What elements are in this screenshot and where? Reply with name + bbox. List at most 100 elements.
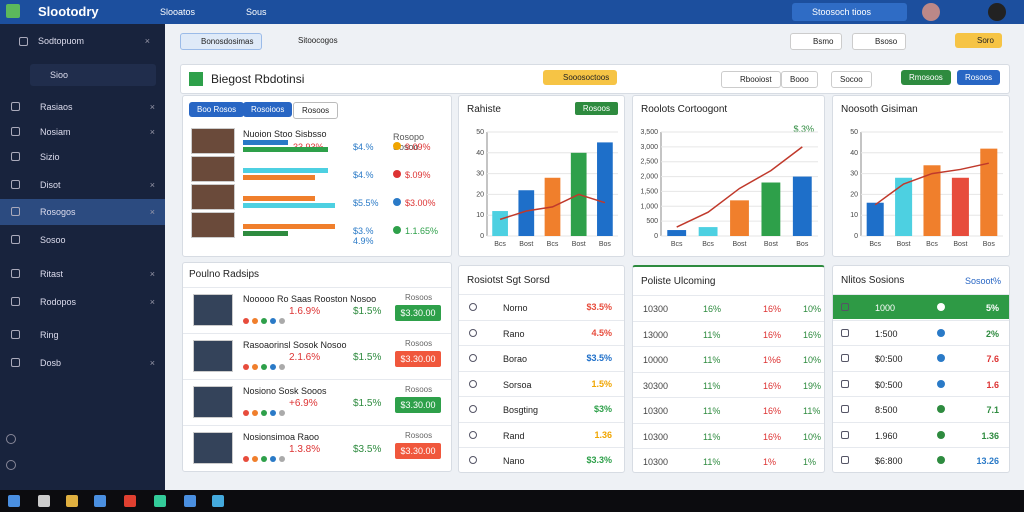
tab[interactable]: Boo Rosos xyxy=(189,102,245,117)
sidebar-item[interactable]: Disot × xyxy=(0,172,165,198)
value-button[interactable]: $3.30.00 xyxy=(395,443,441,459)
table-row: 10000 11% 1%6 10% xyxy=(633,346,824,371)
profiles-panel: Boo Rosos Rosoioos Rosoos Rosopo Sosoo 4… xyxy=(182,95,452,257)
button[interactable]: Rmosoos xyxy=(901,70,951,85)
close-icon: × xyxy=(149,180,155,190)
sidebar-item[interactable]: Rosogos × xyxy=(0,199,165,225)
avatar xyxy=(191,184,235,210)
x-tick-label: Bcs xyxy=(702,241,714,248)
value-button[interactable]: $3.30.00 xyxy=(395,397,441,413)
y-tick-label: 30 xyxy=(476,171,484,178)
person-name: Rasoaorinsl Sosok Nosoo xyxy=(243,340,347,350)
table-row: Borao $3.5% xyxy=(459,345,624,370)
cell: $3.5% xyxy=(586,302,612,312)
avatar[interactable] xyxy=(988,3,1006,21)
column-header: Rosoos xyxy=(405,293,433,302)
menu-item[interactable]: Slooatos xyxy=(160,7,196,17)
taskbar-icon[interactable] xyxy=(38,495,50,507)
tab[interactable]: Rosoos xyxy=(293,102,339,119)
tab[interactable]: Sitoocogos xyxy=(298,36,338,45)
button[interactable]: Rosoos xyxy=(574,102,618,115)
menu-item[interactable]: Sous xyxy=(246,7,267,17)
cell: $6:800 xyxy=(875,456,903,466)
row-icon xyxy=(841,328,849,337)
cell: Borao xyxy=(503,354,528,364)
close-icon: × xyxy=(149,207,155,217)
sidebar-item[interactable]: Ritast × xyxy=(0,261,165,287)
bar xyxy=(243,175,315,180)
sidebar-item[interactable]: Nosiam × xyxy=(0,119,165,145)
button[interactable]: Sooosoctoos xyxy=(543,70,618,85)
tab[interactable]: Rosoioos xyxy=(243,102,293,117)
trend-line xyxy=(874,162,989,206)
x-tick-label: Bos xyxy=(796,241,809,248)
button[interactable]: Bsoso xyxy=(852,33,907,50)
taskbar-icon[interactable] xyxy=(124,495,136,507)
bar xyxy=(698,227,718,236)
bar xyxy=(597,142,613,236)
cell: 10000 xyxy=(643,355,669,365)
sidebar-item[interactable]: Sizio xyxy=(0,144,165,170)
avatar[interactable] xyxy=(922,3,940,21)
dot xyxy=(252,456,258,462)
cell: 30300 xyxy=(643,380,669,391)
sidebar-title[interactable]: Sodtopuom × xyxy=(10,30,160,52)
dot xyxy=(252,364,258,370)
cell: 5% xyxy=(985,303,999,313)
sidebar-search[interactable]: Sioo xyxy=(30,64,156,86)
cell: 10300 xyxy=(643,406,669,416)
cell: 10% xyxy=(803,355,822,365)
y-tick-label: 0 xyxy=(480,233,484,240)
bar xyxy=(243,224,335,229)
sidebar-item[interactable]: Dosb × xyxy=(0,350,165,376)
search-box[interactable]: Stoosoch tioos xyxy=(792,3,907,21)
avatar xyxy=(193,386,233,418)
value-button[interactable]: $3.30.00 xyxy=(395,305,441,321)
y-tick-label: 10 xyxy=(850,212,858,219)
cell: 1% xyxy=(763,457,777,467)
filter[interactable]: Booo xyxy=(781,71,818,88)
person-name: Nosionsimoa Raoo xyxy=(243,432,320,442)
button[interactable]: Soro xyxy=(955,33,1002,48)
table-row: 10300 11% 1% 1% xyxy=(633,448,824,473)
cell: Norno xyxy=(503,303,528,313)
taskbar-icon[interactable] xyxy=(184,495,196,507)
button[interactable]: Bsmo xyxy=(790,33,843,50)
filter[interactable]: Socoo xyxy=(831,71,872,88)
table-row: 30300 11% 16% 19% xyxy=(633,371,824,397)
avatar xyxy=(193,294,233,326)
taskbar-icon[interactable] xyxy=(94,495,106,507)
icon xyxy=(11,180,20,189)
sidebar-item[interactable]: Rasiaos × xyxy=(0,94,165,120)
taskbar-icon[interactable] xyxy=(154,495,166,507)
dot xyxy=(261,456,267,462)
icon xyxy=(11,358,20,367)
delta: $1.5% xyxy=(353,352,382,363)
value-button[interactable]: $3.30.00 xyxy=(395,351,441,367)
delta: $4.% xyxy=(353,170,374,180)
row-icon xyxy=(469,405,477,413)
taskbar-icon[interactable] xyxy=(66,495,78,507)
taskbar-icon[interactable] xyxy=(8,495,20,507)
cell: Bosgting xyxy=(503,405,539,415)
cell: 11% xyxy=(703,380,721,391)
dot xyxy=(937,328,945,337)
y-tick-label: 0 xyxy=(654,233,658,240)
y-tick-label: 20 xyxy=(476,191,484,198)
sidebar-item[interactable]: Rodopos × xyxy=(0,289,165,315)
bar xyxy=(761,182,781,236)
taskbar-icon[interactable] xyxy=(212,495,224,507)
table-row: Bosgting $3% xyxy=(459,396,624,421)
sidebar-item[interactable]: Sosoo xyxy=(0,227,165,253)
button[interactable]: Rosoos xyxy=(957,70,1001,85)
cell: 1.5% xyxy=(591,378,612,389)
tab[interactable]: Bonosdosimas xyxy=(180,33,263,50)
y-tick-label: 3,500 xyxy=(640,129,658,136)
x-tick-label: Bcs xyxy=(869,241,881,248)
person-row: Nosionsimoa Raoo 1.3.8% $3.5% Rosoos $3.30.0… xyxy=(183,425,451,471)
cell: $3.5% xyxy=(586,353,612,363)
sidebar-item[interactable]: Ring xyxy=(0,322,165,348)
filter[interactable]: Rbooiost xyxy=(721,71,781,88)
cell: 19% xyxy=(803,380,822,391)
chart: 0 500 1,000 1,500 2,000 2,500 3,000 3,500 Bcs Bcs… xyxy=(640,129,818,248)
